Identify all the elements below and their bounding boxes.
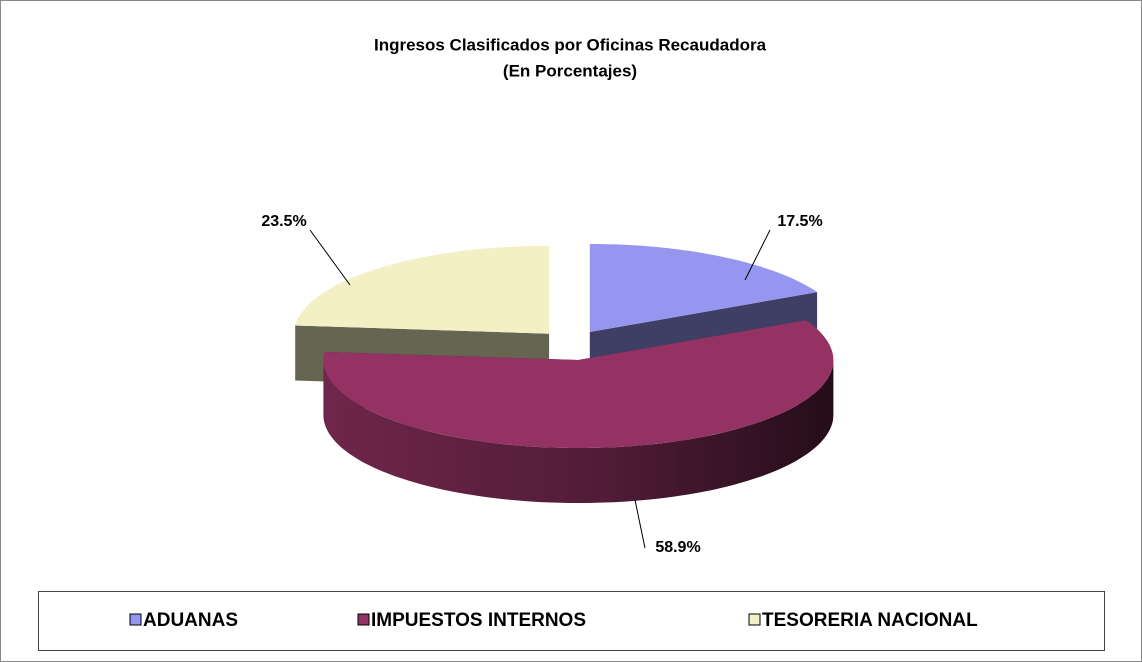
chart-title: Ingresos Clasificados por Oficinas Recau…: [374, 35, 767, 54]
slice: [589, 244, 818, 332]
slice: [295, 245, 550, 334]
leader-line: [744, 229, 771, 281]
legend-swatch: [129, 613, 142, 626]
legend-label: TESORERIA NACIONAL: [762, 610, 978, 631]
legend-swatch: [748, 613, 761, 626]
legend-swatch: [357, 613, 370, 626]
legend-label: ADUANAS: [143, 610, 238, 631]
chart-subtitle: (En Porcentajes): [503, 61, 637, 80]
legend-box: [38, 591, 1105, 651]
legend-label: IMPUESTOS INTERNOS: [371, 610, 586, 631]
data-label: 23.5%: [261, 213, 306, 230]
data-label: 58.9%: [655, 539, 700, 556]
leader-line: [634, 499, 646, 549]
slice-wall: [323, 360, 834, 503]
slice: [323, 320, 834, 448]
data-label: 17.5%: [777, 213, 822, 230]
leader-line: [309, 229, 351, 286]
